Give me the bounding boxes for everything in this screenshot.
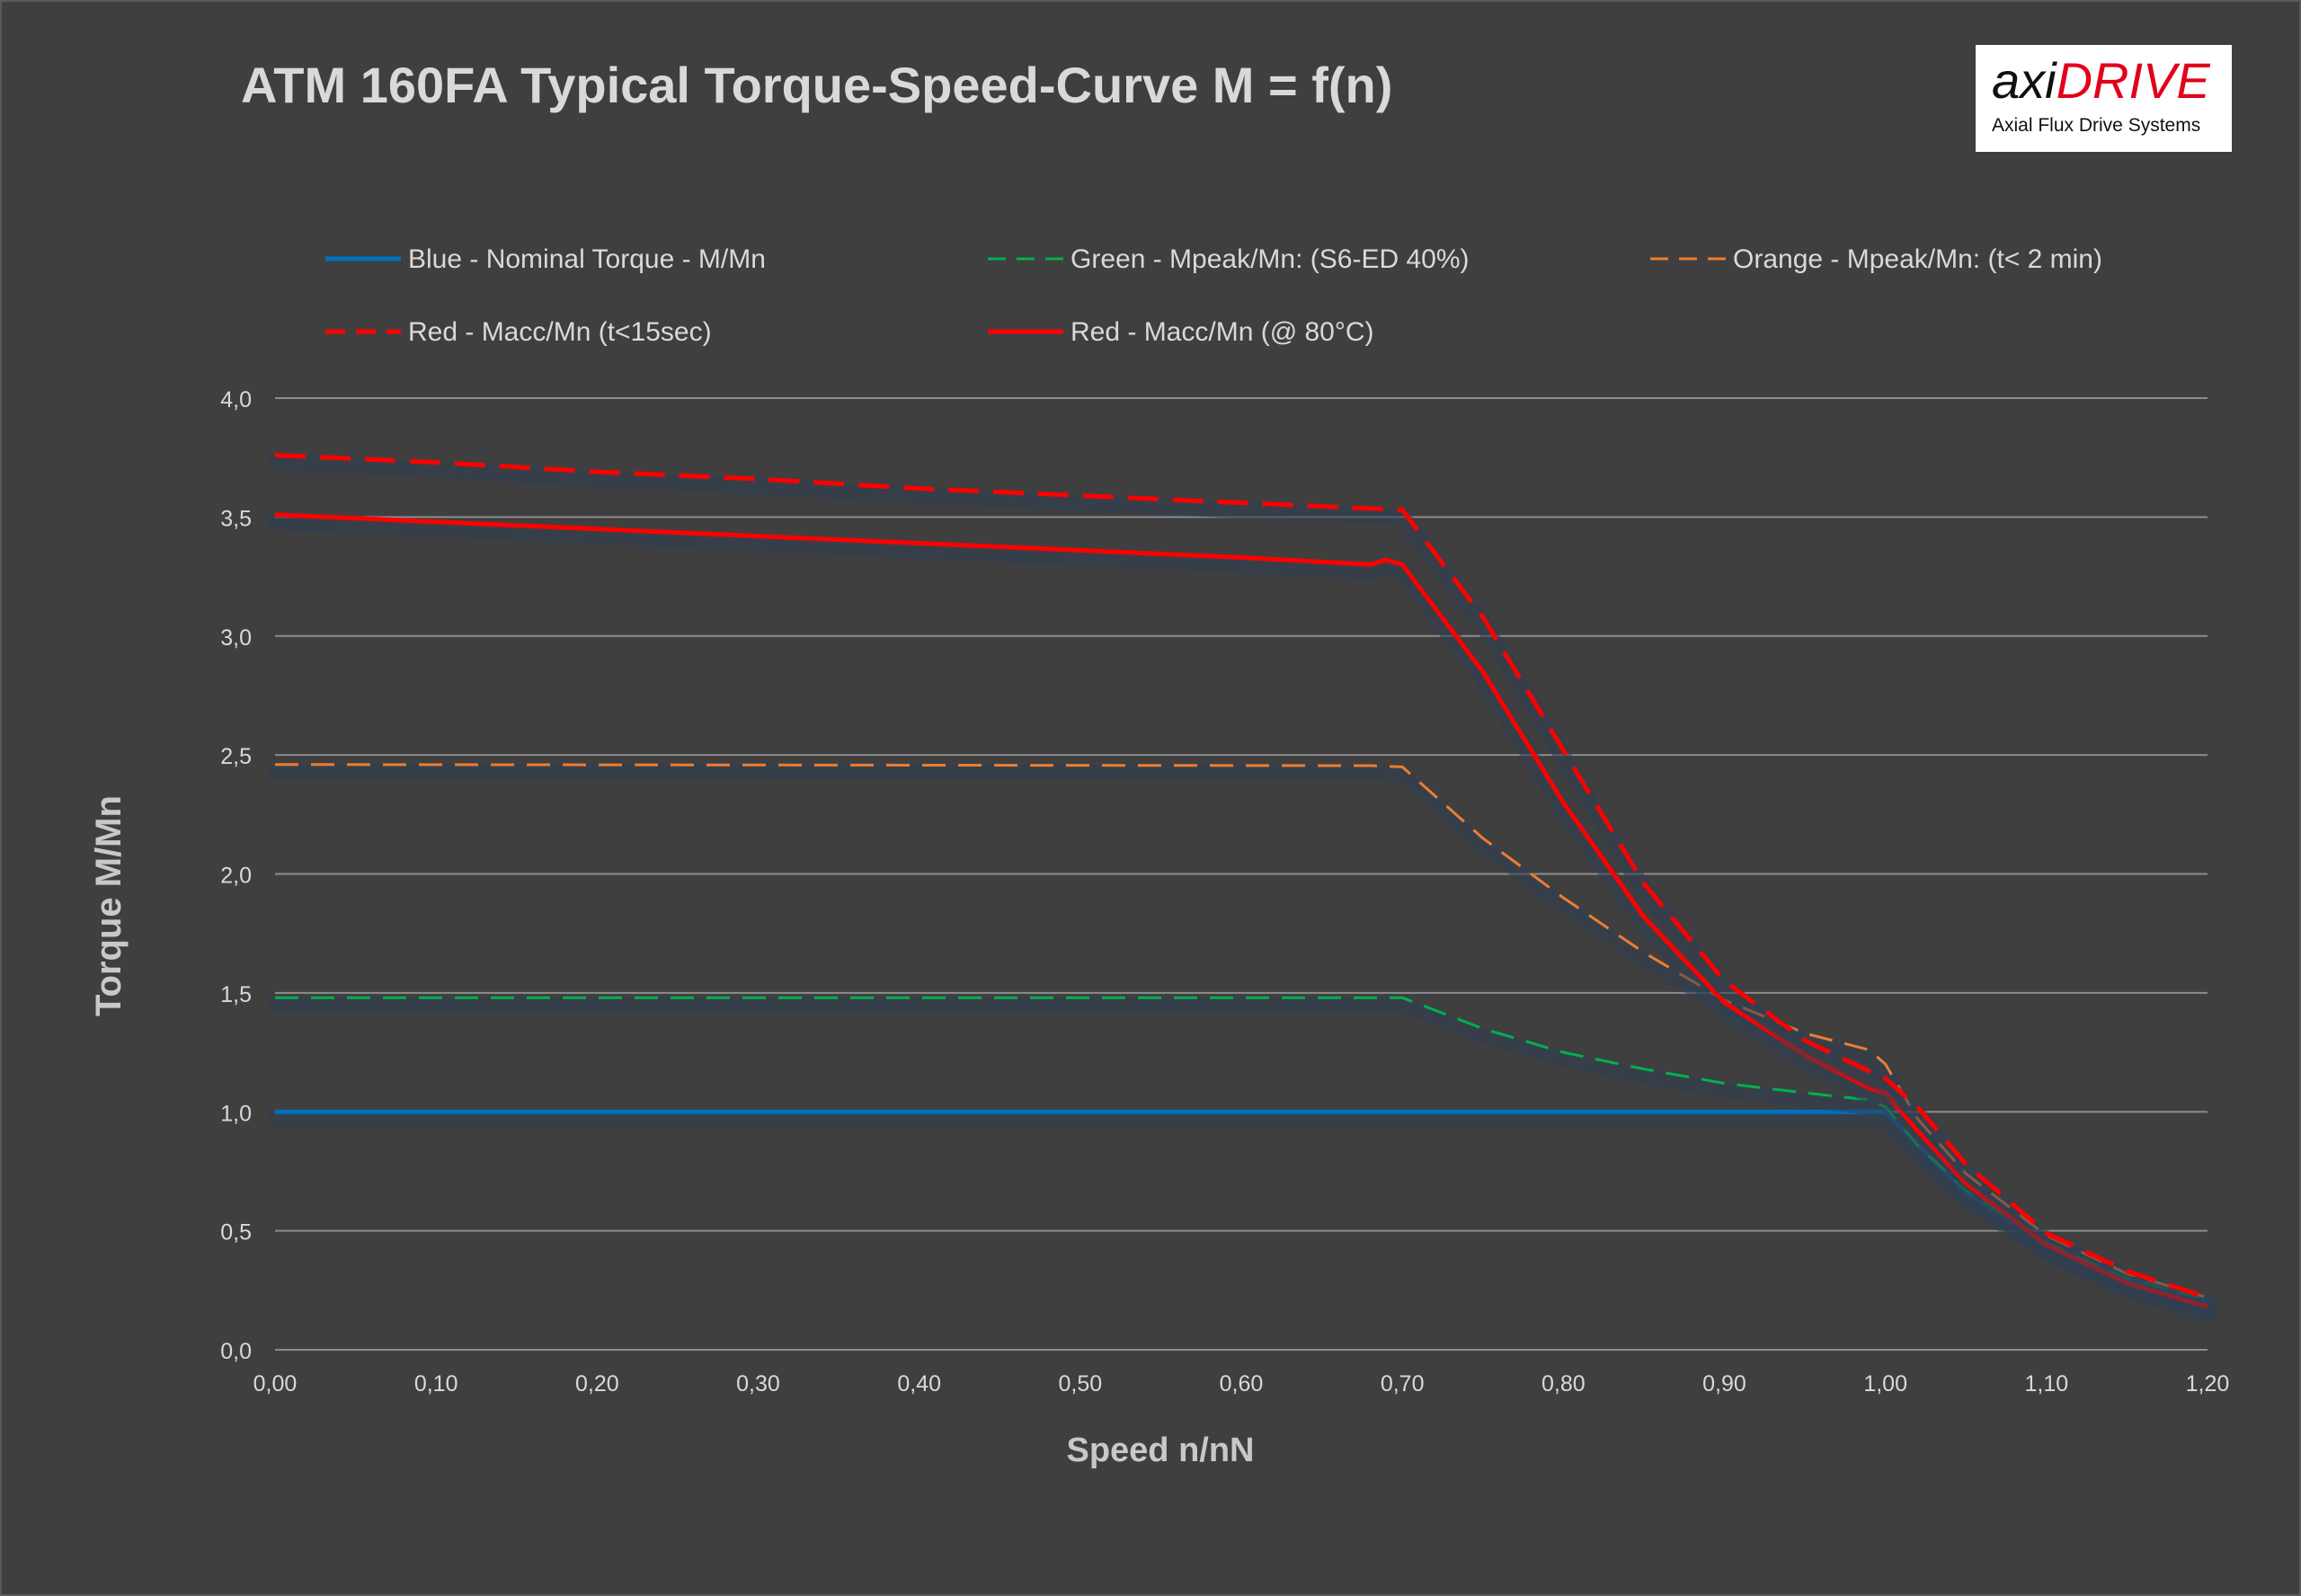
legend-swatch-red-solid — [988, 329, 1063, 334]
series-glow-3 — [266, 454, 2217, 1314]
y-tick-label: 4,0 — [220, 387, 252, 412]
series-glow-2 — [267, 764, 2216, 1313]
x-axis-title: Speed n/nN — [1066, 1432, 1254, 1469]
series-line-4 — [274, 512, 2208, 1309]
x-tick-label: 0,50 — [1058, 1371, 1102, 1396]
series-glow-4 — [266, 513, 2217, 1323]
y-tick-label: 0,5 — [220, 1220, 252, 1246]
x-tick-label: 0,80 — [1541, 1371, 1586, 1396]
x-tick-label: 1,10 — [2024, 1371, 2068, 1396]
x-tick-label: 0,70 — [1381, 1371, 1425, 1396]
logo-text-drive: DRIVE — [2056, 52, 2210, 109]
x-tick-label: 0,90 — [1702, 1371, 1746, 1396]
chart-title: ATM 160FA Typical Torque-Speed-Curve M =… — [241, 57, 1393, 113]
y-tick-label: 3,5 — [220, 506, 252, 531]
series-line-1 — [275, 996, 2208, 1301]
x-tick-label: 1,20 — [2186, 1371, 2230, 1396]
legend-label-red-dashed: Red - Macc/Mn (t<15sec) — [408, 317, 712, 347]
legend-label-green: Green - Mpeak/Mn: (S6-ED 40%) — [1071, 244, 1470, 274]
legend-swatch-blue — [325, 256, 401, 262]
series-glow-1 — [267, 997, 2216, 1315]
y-tick-label: 2,5 — [220, 744, 252, 769]
x-tick-label: 0,00 — [253, 1371, 298, 1396]
y-tick-label: 1,0 — [220, 1101, 252, 1126]
x-tick-label: 0,20 — [575, 1371, 619, 1396]
legend-swatch-red-dashed — [325, 329, 401, 334]
y-tick-label: 2,0 — [220, 864, 252, 889]
legend-label-blue: Blue - Nominal Torque - M/Mn — [408, 244, 766, 274]
series-line-3 — [274, 453, 2208, 1300]
legend-swatch-orange — [1650, 257, 1726, 261]
axidrive-logo: axiDRIVE Axial Flux Drive Systems — [1976, 45, 2232, 152]
legend-label-red-solid: Red - Macc/Mn (@ 80°C) — [1071, 317, 1374, 347]
y-tick-label: 0,0 — [220, 1339, 252, 1364]
logo-text-axi: axi — [1992, 52, 2057, 109]
x-tick-label: 1,00 — [1863, 1371, 1907, 1396]
series-line-2 — [274, 763, 2208, 1299]
y-tick-label: 3,0 — [220, 625, 252, 651]
x-tick-label: 0,60 — [1220, 1371, 1264, 1396]
x-tick-label: 0,40 — [897, 1371, 941, 1396]
legend-swatch-green — [988, 257, 1063, 261]
x-tick-label: 0,30 — [736, 1371, 780, 1396]
x-tick-label: 0,10 — [414, 1371, 458, 1396]
logo-wordmark: axiDRIVE — [1992, 56, 2210, 106]
legend-label-orange: Orange - Mpeak/Mn: (t< 2 min) — [1733, 244, 2102, 274]
logo-tagline: Axial Flux Drive Systems — [1992, 115, 2201, 136]
y-axis-title: Torque M/Mn — [89, 795, 129, 1016]
y-tick-label: 1,5 — [220, 982, 252, 1007]
